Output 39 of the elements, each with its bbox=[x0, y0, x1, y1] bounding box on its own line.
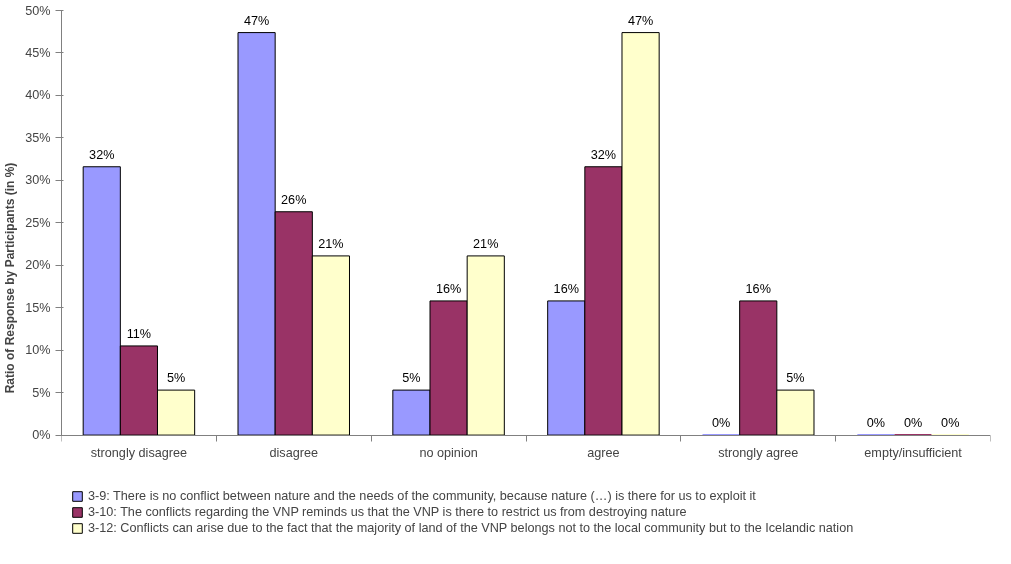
data-label: 32% bbox=[89, 147, 115, 162]
data-label: 5% bbox=[786, 371, 805, 386]
data-label: 0% bbox=[903, 416, 923, 431]
y-tick-label: 0% bbox=[32, 428, 51, 443]
y-tick-label: 5% bbox=[32, 385, 51, 400]
y-tick-label: 25% bbox=[25, 215, 51, 230]
y-tick-label: 20% bbox=[25, 258, 51, 273]
y-tick-label: 35% bbox=[25, 130, 51, 145]
x-tick-label: agree bbox=[587, 446, 620, 461]
data-label: 0% bbox=[941, 416, 960, 431]
data-label: 32% bbox=[590, 147, 617, 162]
legend-label: 3-10: The conflicts regarding the VNP reminds us that the VNP is there to restrict us from destroying nature bbox=[88, 505, 687, 519]
y-tick-label: 40% bbox=[25, 88, 51, 103]
data-label: 11% bbox=[126, 326, 152, 341]
y-tick-label: 50% bbox=[25, 3, 51, 18]
x-tick-label: no opinion bbox=[419, 446, 478, 461]
data-label: 16% bbox=[553, 281, 579, 296]
data-label: 21% bbox=[473, 236, 499, 251]
x-tick-label: disagree bbox=[269, 446, 319, 461]
x-tick-label: strongly disagree bbox=[90, 446, 188, 461]
y-axis-title: Ratio of Response by Participants (in %) bbox=[3, 162, 18, 394]
data-label: 21% bbox=[318, 236, 344, 251]
data-label: 16% bbox=[435, 281, 462, 296]
data-label: 0% bbox=[866, 416, 886, 431]
legend-label: 3-9: There is no conflict between nature and the needs of the community, because nature (…) is there for us to exploit it bbox=[88, 489, 756, 503]
data-label: 47% bbox=[627, 13, 654, 28]
data-label: 47% bbox=[243, 13, 270, 28]
x-tick-label: empty/insufficient bbox=[864, 446, 963, 461]
data-label: 5% bbox=[166, 371, 186, 386]
data-label: 26% bbox=[281, 192, 307, 207]
data-label: 5% bbox=[402, 371, 421, 386]
data-label: 16% bbox=[745, 281, 771, 296]
legend-label: 3-12: Conflicts can arise due to the fact that the majority of land of the VNP belongs not to the local community but to the Icelandic nation bbox=[88, 521, 854, 535]
y-tick-label: 30% bbox=[25, 173, 51, 188]
data-label: 0% bbox=[711, 416, 731, 431]
y-tick-label: 15% bbox=[25, 300, 51, 315]
x-tick-label: strongly agree bbox=[718, 446, 799, 461]
y-tick-label: 10% bbox=[25, 343, 51, 358]
y-tick-label: 45% bbox=[25, 45, 51, 60]
